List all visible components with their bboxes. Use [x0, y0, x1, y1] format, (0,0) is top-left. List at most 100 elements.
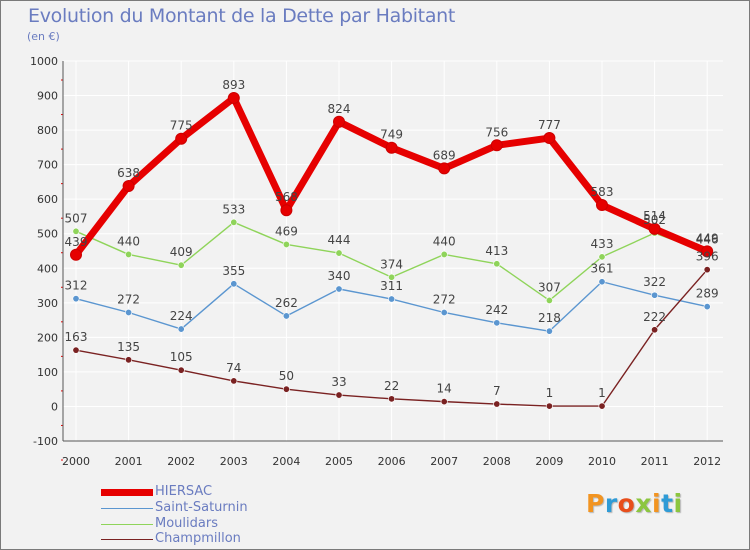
data-point-moulidars — [388, 273, 396, 281]
plot-area — [63, 61, 723, 441]
data-point-saint-saturnin — [335, 285, 343, 293]
data-point-champmillon — [125, 356, 133, 364]
data-point-hiersac — [227, 91, 240, 104]
data-label-saint-saturnin: 361 — [591, 262, 614, 276]
data-label-hiersac: 749 — [380, 128, 403, 142]
proxiti-logo: Proxiti — [586, 489, 683, 518]
data-label-champmillon: 22 — [384, 379, 399, 393]
y-tick-label: 500 — [37, 228, 58, 241]
y-tick-label: 700 — [37, 159, 58, 172]
data-label-hiersac: 439 — [65, 235, 88, 249]
data-point-moulidars — [125, 250, 133, 258]
data-label-champmillon: 1 — [598, 386, 606, 400]
data-point-champmillon — [651, 326, 659, 334]
data-point-moulidars — [545, 296, 553, 304]
data-label-hiersac: 756 — [485, 125, 508, 139]
data-label-saint-saturnin: 289 — [696, 287, 719, 301]
data-point-saint-saturnin — [388, 295, 396, 303]
logo-letter: r — [604, 489, 618, 518]
data-point-champmillon — [598, 402, 606, 410]
data-point-moulidars — [440, 250, 448, 258]
logo-letter: o — [617, 489, 636, 518]
data-label-champmillon: 163 — [65, 330, 88, 344]
data-point-moulidars — [598, 253, 606, 261]
data-label-saint-saturnin: 224 — [170, 309, 193, 323]
data-label-champmillon: 33 — [331, 375, 346, 389]
data-label-hiersac: 583 — [591, 185, 614, 199]
data-label-saint-saturnin: 272 — [433, 292, 456, 306]
data-label-hiersac: 775 — [170, 119, 193, 133]
data-label-moulidars: 444 — [328, 233, 351, 247]
x-tick-label: 2006 — [378, 455, 406, 468]
x-tick-label: 2010 — [588, 455, 616, 468]
y-tick-label: 800 — [37, 124, 58, 137]
data-point-moulidars — [282, 240, 290, 248]
y-tick-label: 100 — [37, 366, 58, 379]
data-label-saint-saturnin: 272 — [117, 292, 140, 306]
data-point-moulidars — [230, 218, 238, 226]
logo-letter: t — [661, 489, 674, 518]
data-label-hiersac: 514 — [643, 209, 666, 223]
y-tick-label: 1000 — [30, 55, 58, 68]
data-point-hiersac — [490, 139, 503, 152]
data-point-hiersac — [385, 141, 398, 154]
data-point-champmillon — [388, 395, 396, 403]
data-point-moulidars — [177, 261, 185, 269]
legend-label-saint-saturnin: Saint-Saturnin — [155, 500, 248, 515]
x-tick-label: 2002 — [167, 455, 195, 468]
data-label-saint-saturnin: 311 — [380, 279, 403, 293]
data-label-hiersac: 893 — [222, 78, 245, 92]
legend-swatch-moulidars — [101, 524, 153, 525]
data-label-saint-saturnin: 218 — [538, 311, 561, 325]
data-point-hiersac — [438, 162, 451, 175]
data-point-saint-saturnin — [72, 295, 80, 303]
x-tick-label: 2001 — [115, 455, 143, 468]
data-label-champmillon: 135 — [117, 340, 140, 354]
y-tick-label: 900 — [37, 90, 58, 103]
data-point-moulidars — [493, 260, 501, 268]
data-label-moulidars: 307 — [538, 280, 561, 294]
data-label-moulidars: 409 — [170, 245, 193, 259]
data-point-saint-saturnin — [440, 308, 448, 316]
data-label-champmillon: 396 — [696, 250, 719, 264]
data-point-hiersac — [701, 245, 714, 258]
logo-letter: x — [635, 489, 652, 518]
data-point-saint-saturnin — [545, 327, 553, 335]
data-point-champmillon — [177, 366, 185, 374]
data-point-champmillon — [72, 346, 80, 354]
data-label-moulidars: 440 — [433, 234, 456, 248]
x-tick-label: 2003 — [220, 455, 248, 468]
data-point-hiersac — [70, 248, 82, 261]
data-point-hiersac — [280, 204, 293, 217]
data-point-champmillon — [545, 402, 553, 410]
x-tick-label: 2012 — [693, 455, 721, 468]
data-label-saint-saturnin: 355 — [222, 264, 245, 278]
data-label-hiersac: 777 — [538, 118, 561, 132]
data-point-hiersac — [543, 132, 556, 145]
data-label-moulidars: 433 — [591, 237, 614, 251]
x-tick-label: 2011 — [641, 455, 669, 468]
chart-subtitle: (en €) — [27, 30, 60, 43]
data-label-hiersac: 568 — [275, 190, 298, 204]
data-point-champmillon — [282, 385, 290, 393]
data-point-hiersac — [596, 199, 608, 212]
data-label-hiersac: 689 — [433, 148, 456, 162]
data-label-saint-saturnin: 242 — [485, 303, 508, 317]
data-point-saint-saturnin — [177, 325, 185, 333]
data-label-champmillon: 1 — [546, 386, 554, 400]
y-tick-label: -100 — [33, 435, 58, 448]
data-label-moulidars: 533 — [222, 202, 245, 216]
data-point-saint-saturnin — [651, 291, 659, 299]
data-label-moulidars: 446 — [696, 232, 719, 246]
data-point-moulidars — [72, 227, 80, 235]
legend-swatch-saint-saturnin — [101, 508, 153, 509]
logo-letter: i — [652, 489, 662, 518]
data-point-saint-saturnin — [230, 280, 238, 288]
data-point-hiersac — [122, 180, 135, 193]
legend-label-hiersac: HIERSAC — [155, 484, 213, 499]
data-point-saint-saturnin — [282, 312, 290, 320]
y-tick-label: 600 — [37, 193, 58, 206]
x-tick-label: 2009 — [535, 455, 563, 468]
